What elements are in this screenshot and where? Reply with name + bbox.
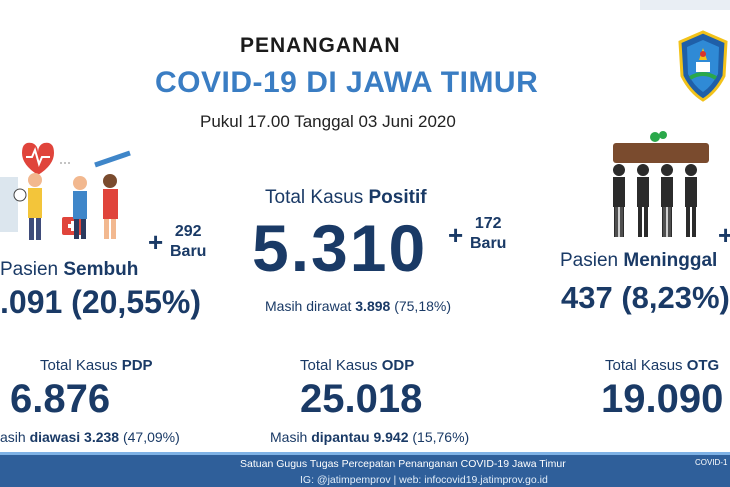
odp-monitored-note: Masih dipantau 9.942 (15,76%) xyxy=(270,429,470,445)
footer-contact: IG: @jatimpemprov | web: infocovid19.jat… xyxy=(300,474,548,486)
recovered-new-label: Baru xyxy=(170,243,207,260)
positive-value: 5.310 xyxy=(252,211,428,285)
positive-new-label: Baru xyxy=(470,235,507,252)
pallbearers-illustration xyxy=(613,131,709,237)
title-line1: PENANGANAN xyxy=(240,34,401,57)
otg-label: Total Kasus OTG xyxy=(605,357,720,374)
deceased-label: Pasien Meninggal xyxy=(560,250,718,271)
positive-plus-sign: + xyxy=(448,220,464,250)
recovered-plus-sign: + xyxy=(148,227,164,257)
pdp-label: Total Kasus PDP xyxy=(40,357,153,374)
top-corner-bar xyxy=(640,0,730,10)
footer-stripe xyxy=(0,452,730,455)
footer-bar xyxy=(0,455,730,487)
positive-new-count: 172 xyxy=(474,215,502,232)
otg-value: 19.090 xyxy=(601,377,724,421)
recovered-value: .091 (20,55%) xyxy=(0,284,202,320)
province-emblem-icon xyxy=(678,30,728,102)
recovered-label: Pasien Sembuh xyxy=(0,259,139,280)
positive-treated-note: Masih dirawat 3.898 (75,18%) xyxy=(265,298,452,314)
odp-label: Total Kasus ODP xyxy=(300,357,415,374)
title-line2: COVID-19 DI JAWA TIMUR xyxy=(155,66,539,99)
positive-new-badge: 172 Baru xyxy=(470,214,506,254)
recovered-new-count: 292 xyxy=(174,223,202,240)
recovered-patients-illustration xyxy=(0,142,131,240)
deceased-value: 437 (8,23%) xyxy=(561,280,730,315)
report-time: Pukul 17.00 Tanggal 03 Juni 2020 xyxy=(200,112,456,131)
recovered-new-badge: 292 Baru xyxy=(170,222,206,262)
footer-organization: Satuan Gugus Tugas Percepatan Penanganan… xyxy=(240,458,566,470)
footer-right-text: COVID-1 xyxy=(695,458,728,467)
positive-label: Total Kasus Positif xyxy=(265,187,427,208)
odp-value: 25.018 xyxy=(300,377,423,421)
pdp-value: 6.876 xyxy=(10,377,111,421)
pdp-monitored-note: asih diawasi 3.238 (47,09%) xyxy=(0,429,180,445)
deceased-plus-sign: + xyxy=(718,220,730,250)
